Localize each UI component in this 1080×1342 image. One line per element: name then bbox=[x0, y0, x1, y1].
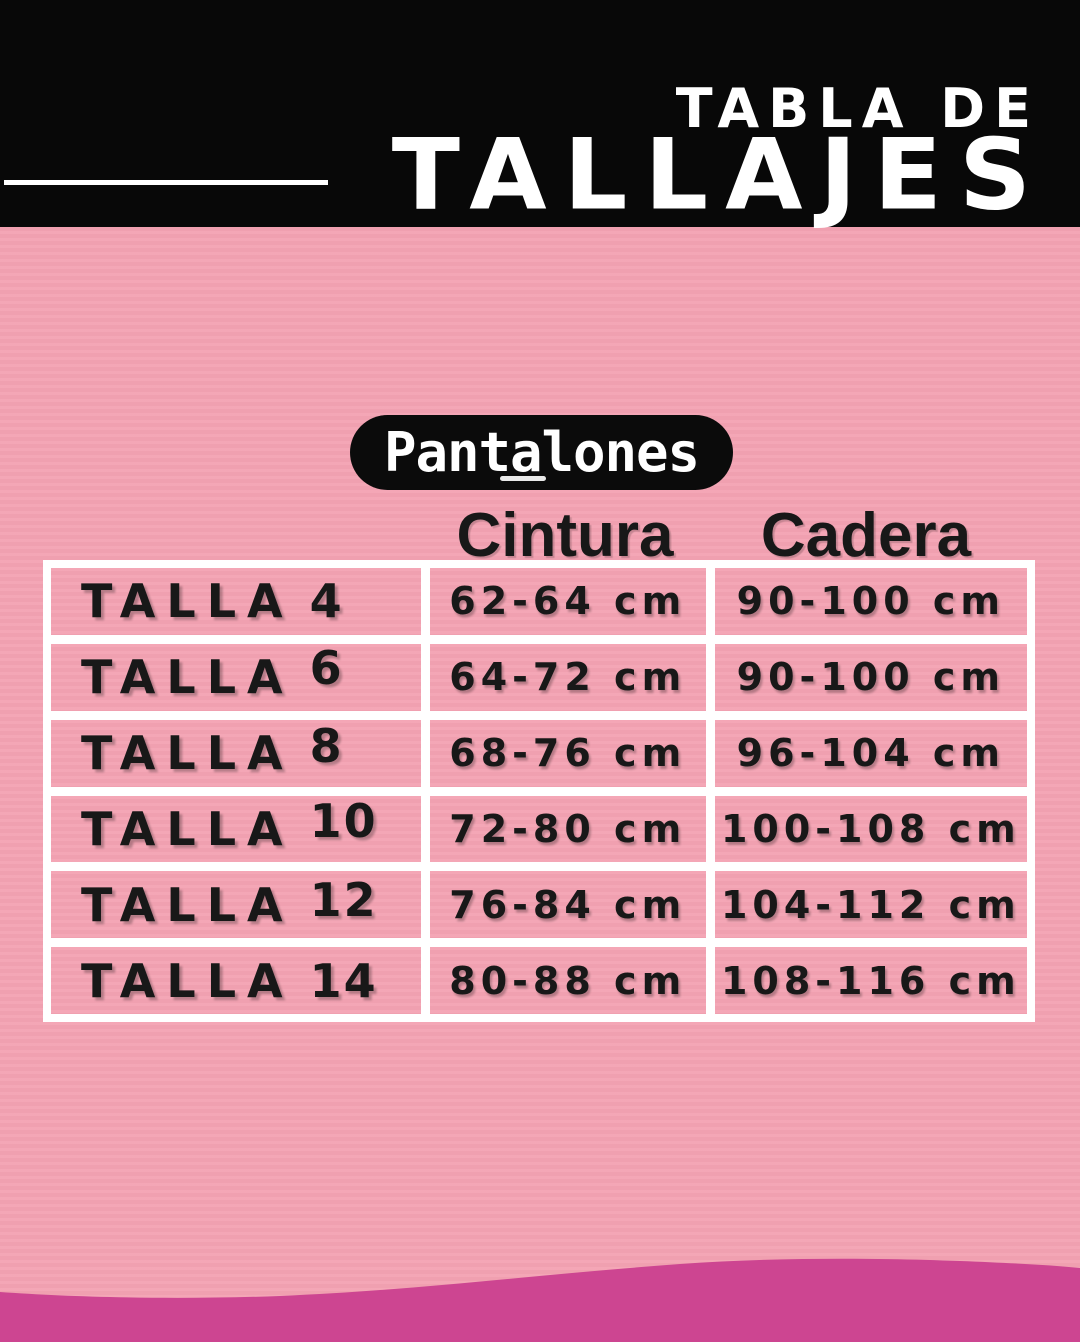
cintura-value-cell: 76-84 cm bbox=[429, 871, 706, 939]
size-table: TALLA 4 62-64 cm 90-100 cm TALLA 6 64-72… bbox=[43, 560, 1035, 1022]
category-pill: Pantalones bbox=[350, 415, 733, 490]
category-pill-label: Pantalones bbox=[383, 421, 700, 484]
column-headers: Cintura Cadera bbox=[0, 505, 1080, 567]
page-title-line1: TABLA DE bbox=[675, 77, 1040, 140]
header-banner: TABLA DE TALLAJES bbox=[0, 0, 1080, 227]
column-header-cintura: Cintura bbox=[456, 501, 674, 570]
size-number: 4 bbox=[309, 574, 344, 629]
size-label-cell: TALLA 12 bbox=[51, 871, 421, 939]
size-number: 6 bbox=[309, 643, 344, 696]
size-label-cell: TALLA 10 bbox=[51, 795, 421, 863]
cintura-value-cell: 68-76 cm bbox=[429, 719, 706, 787]
size-label-prefix: TALLA bbox=[81, 650, 294, 705]
cintura-value-cell: 64-72 cm bbox=[429, 643, 706, 711]
column-header-cadera: Cadera bbox=[760, 501, 972, 570]
size-label-prefix: TALLA bbox=[81, 801, 294, 856]
size-label-cell: TALLA 8 bbox=[51, 719, 421, 787]
cintura-value-cell: 62-64 cm bbox=[429, 568, 706, 635]
cadera-value-cell: 96-104 cm bbox=[714, 719, 1027, 787]
size-label-cell: TALLA 14 bbox=[51, 947, 421, 1014]
cintura-value-cell: 72-80 cm bbox=[429, 795, 706, 863]
pill-underline-accent bbox=[500, 476, 546, 481]
cadera-value-cell: 100-108 cm bbox=[714, 795, 1027, 863]
size-label-cell: TALLA 4 bbox=[51, 568, 421, 635]
size-label-prefix: TALLA bbox=[81, 953, 294, 1008]
cadera-value-cell: 104-112 cm bbox=[714, 871, 1027, 939]
page-title-line2: TALLAJES bbox=[391, 117, 1048, 232]
header-rule-line bbox=[4, 180, 328, 185]
size-label-prefix: TALLA bbox=[81, 877, 294, 932]
size-number: 14 bbox=[309, 953, 378, 1008]
size-label-prefix: TALLA bbox=[81, 574, 294, 629]
size-number: 8 bbox=[309, 719, 344, 774]
size-number: 12 bbox=[309, 872, 378, 927]
size-number: 10 bbox=[309, 795, 378, 848]
bottom-wave-decoration bbox=[0, 1258, 1080, 1342]
size-label-prefix: TALLA bbox=[81, 726, 294, 781]
cadera-value-cell: 108-116 cm bbox=[714, 947, 1027, 1014]
cadera-value-cell: 90-100 cm bbox=[714, 568, 1027, 635]
size-label-cell: TALLA 6 bbox=[51, 643, 421, 711]
cintura-value-cell: 80-88 cm bbox=[429, 947, 706, 1014]
cadera-value-cell: 90-100 cm bbox=[714, 643, 1027, 711]
